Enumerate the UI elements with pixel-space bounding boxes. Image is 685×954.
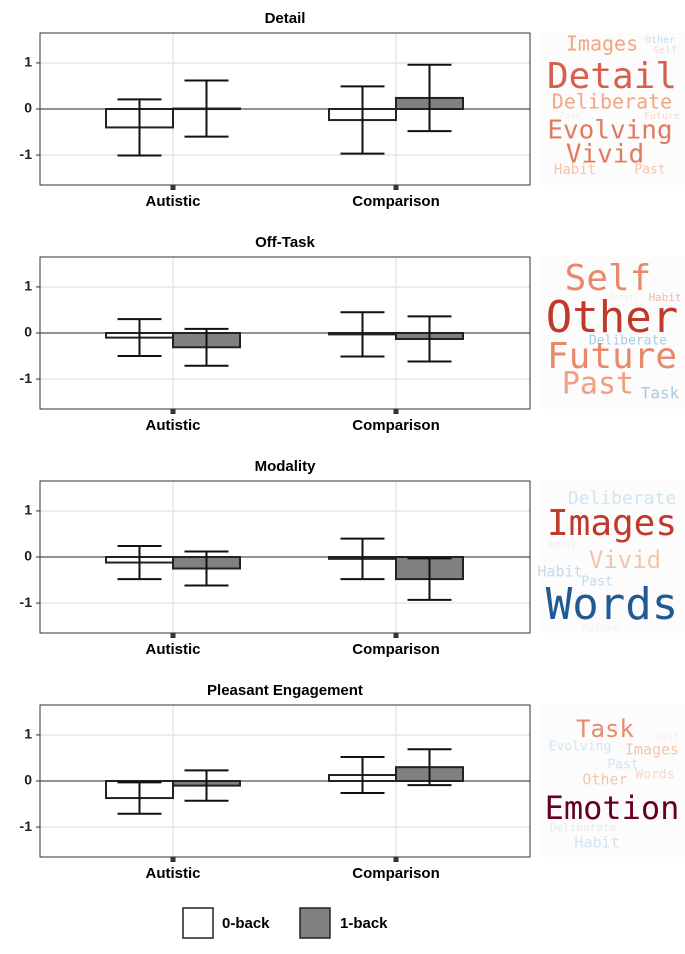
word-cloud-bg — [540, 257, 685, 409]
word: Detail — [610, 293, 639, 302]
panel-title: Pleasant Engagement — [207, 682, 363, 699]
error-bar — [117, 781, 162, 815]
x-tick — [393, 185, 399, 190]
word: Emotion — [545, 789, 680, 827]
panel-border — [39, 256, 531, 410]
y-tick-label: -1 — [20, 818, 33, 834]
y-tick-label: -1 — [20, 370, 33, 386]
legend-label: 1-back — [340, 915, 388, 932]
word: Task — [641, 384, 680, 403]
legend-swatch — [182, 907, 214, 939]
word: Past — [607, 758, 638, 773]
word: Images — [625, 741, 679, 759]
word: Images — [566, 32, 638, 56]
error-bar — [407, 557, 452, 601]
error-bar — [407, 748, 452, 787]
error-bar — [117, 318, 162, 358]
x-tick-label: Autistic — [145, 641, 200, 658]
y-tick-label: 1 — [24, 278, 32, 294]
x-tick — [170, 633, 176, 638]
word: Words — [635, 768, 674, 783]
word: Other — [645, 35, 675, 46]
error-bar — [184, 79, 229, 138]
x-tick-label: Comparison — [352, 417, 440, 434]
x-tick — [170, 409, 176, 414]
error-bar — [407, 315, 452, 363]
panel-title: Detail — [265, 10, 306, 27]
word: Habit — [574, 834, 619, 852]
word: Words — [546, 579, 678, 630]
word: Self — [565, 258, 652, 299]
word: Future — [582, 623, 618, 634]
x-tick — [170, 857, 176, 862]
word: Habit — [554, 162, 596, 178]
word: Self — [657, 734, 679, 744]
legend-swatch — [299, 907, 331, 939]
error-bar — [340, 311, 385, 358]
x-tick-label: Autistic — [145, 193, 200, 210]
word: Images — [547, 503, 677, 544]
y-tick-label: 0 — [24, 324, 32, 340]
word: Future — [547, 336, 677, 377]
word: Task — [559, 112, 581, 122]
word-cloud-bg — [540, 481, 685, 633]
word: Deliberate — [568, 488, 676, 509]
x-tick — [393, 857, 399, 862]
x-tick-label: Comparison — [352, 641, 440, 658]
y-tick-label: 1 — [24, 726, 32, 742]
y-tick-label: 0 — [24, 100, 32, 116]
error-bar — [184, 327, 229, 367]
word: Deliberate — [552, 90, 672, 114]
word: Past — [581, 575, 612, 590]
word: Habit — [648, 291, 681, 304]
x-tick — [170, 185, 176, 190]
error-bar — [184, 550, 229, 587]
panel-border — [39, 480, 531, 634]
error-bar — [340, 537, 385, 581]
panel-border — [39, 704, 531, 858]
panel-title: Modality — [255, 458, 316, 475]
y-tick-label: -1 — [20, 146, 33, 162]
error-bar — [407, 63, 452, 133]
word: Other — [582, 771, 627, 789]
panel-border — [39, 32, 531, 186]
legend-label: 0-back — [222, 915, 270, 932]
word: Deliberate — [550, 821, 616, 834]
word: Vivid — [589, 546, 661, 574]
word: Deliberate — [589, 334, 667, 349]
word: Habit — [537, 563, 582, 581]
word: Task — [576, 715, 634, 743]
error-bar — [340, 85, 385, 155]
y-tick-label: -1 — [20, 594, 33, 610]
x-tick-label: Comparison — [352, 193, 440, 210]
x-tick-label: Comparison — [352, 865, 440, 882]
word: Past — [634, 163, 665, 178]
word: Other — [546, 292, 678, 343]
y-tick-label: 0 — [24, 772, 32, 788]
word: Evolving — [549, 740, 612, 755]
panel-title: Off-Task — [255, 234, 315, 251]
x-tick-label: Autistic — [145, 417, 200, 434]
word: Vivid — [566, 140, 644, 170]
word: Self — [653, 45, 677, 56]
x-tick — [393, 409, 399, 414]
error-bar — [340, 756, 385, 794]
error-bar — [117, 544, 162, 581]
word: Detail — [549, 541, 582, 551]
y-tick-label: 1 — [24, 502, 32, 518]
word: Past — [562, 367, 634, 402]
x-tick — [393, 633, 399, 638]
y-tick-label: 1 — [24, 54, 32, 70]
y-tick-label: 0 — [24, 548, 32, 564]
error-bar — [184, 769, 229, 802]
x-tick-label: Autistic — [145, 865, 200, 882]
word: Future — [644, 111, 680, 122]
error-bar — [117, 98, 162, 157]
word-cloud-bg — [540, 33, 685, 185]
word: Evolving — [547, 116, 672, 146]
word: Detail — [547, 56, 677, 97]
word-cloud-bg — [540, 705, 685, 857]
